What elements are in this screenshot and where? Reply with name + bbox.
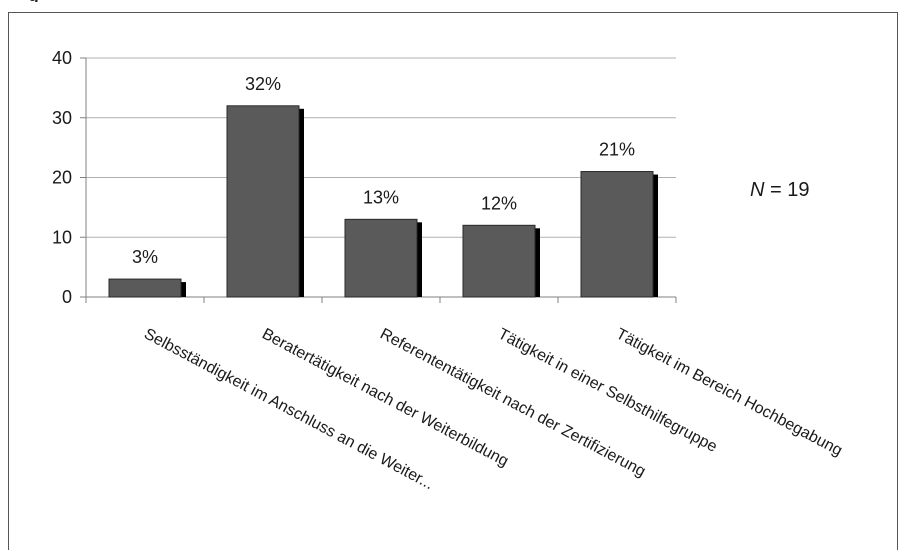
- y-tick-label: 10: [52, 227, 72, 247]
- category-label: Tätigkeit in einer Selbsthilfegruppe: [495, 326, 720, 456]
- data-label: 3%: [132, 247, 158, 267]
- category-label: Beratertätigkeit nach der Weiterbildung: [259, 326, 511, 471]
- sample-size-symbol: N: [750, 179, 765, 201]
- data-label: 13%: [363, 187, 399, 207]
- bar: [226, 105, 300, 298]
- sample-size-value: = 19: [764, 179, 809, 201]
- bars: [108, 105, 658, 298]
- y-tick-label: 30: [52, 108, 72, 128]
- data-label: 21%: [599, 140, 635, 160]
- bar: [580, 171, 654, 298]
- category-label: Tätigkeit im Bereich Hochbegabung: [613, 326, 845, 460]
- bar: [108, 278, 182, 298]
- bar: [462, 224, 536, 298]
- bar: [344, 218, 418, 298]
- y-tick-label: 20: [52, 168, 72, 188]
- data-label: 32%: [245, 74, 281, 94]
- y-tick-label: 40: [52, 48, 72, 68]
- cropped-caption: · · ·g: [2, 0, 142, 2]
- sample-size-annotation: N = 19: [750, 179, 810, 201]
- y-tick-label: 0: [62, 287, 72, 307]
- data-label: 12%: [481, 193, 517, 213]
